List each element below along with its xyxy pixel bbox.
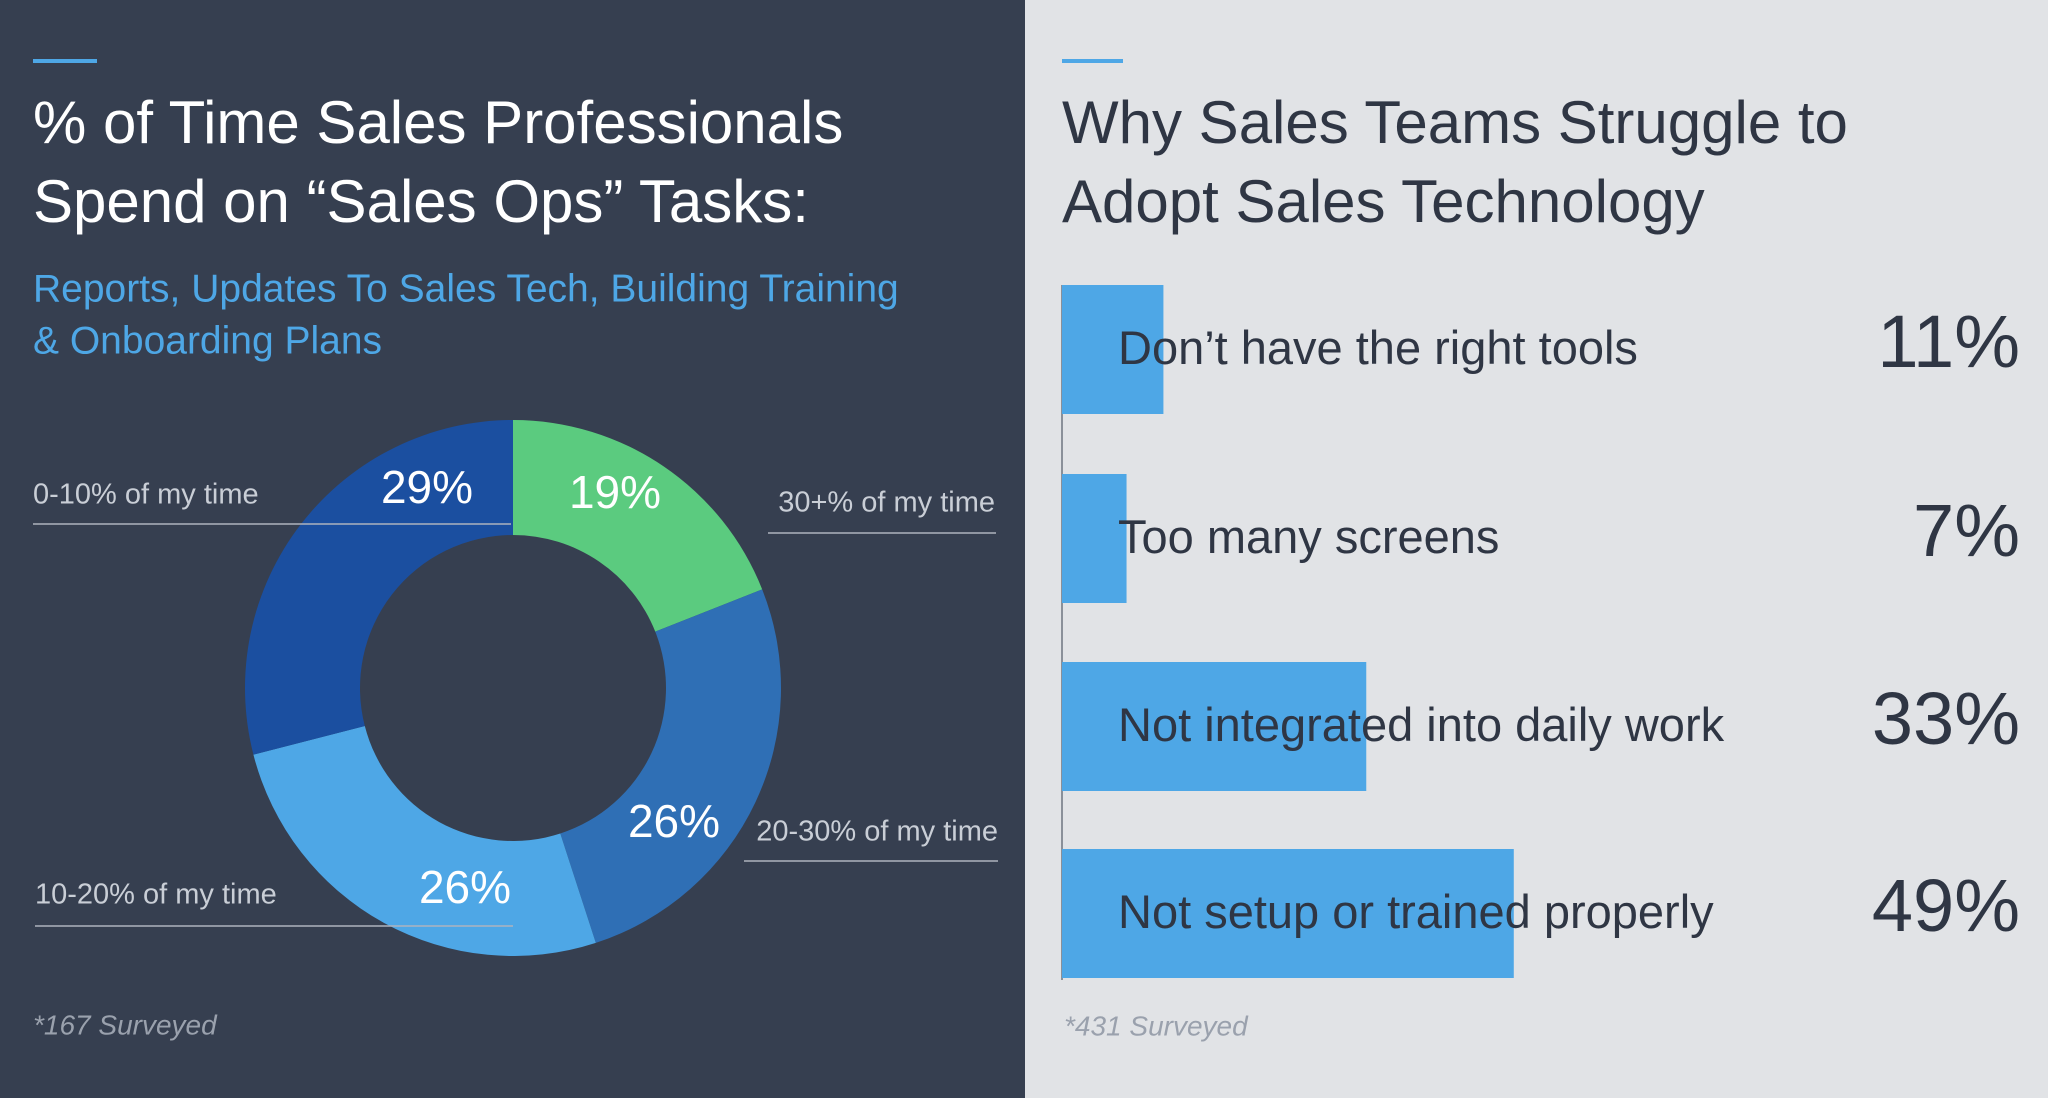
category-label: Not integrated into daily work [1118, 698, 1725, 751]
category-label: 30+% of my time [778, 487, 995, 519]
category-label: 20-30% of my time [756, 816, 998, 848]
donut-slice [560, 589, 781, 943]
chart-title: Adopt Sales Technology [1062, 168, 1705, 235]
survey-note: *431 Surveyed [1064, 1010, 1249, 1041]
value-label: 11% [1877, 300, 2020, 383]
category-label: Don’t have the right tools [1118, 321, 1638, 374]
survey-note: *167 Surveyed [33, 1009, 218, 1040]
bar [1062, 285, 1164, 414]
donut-slice [253, 726, 596, 956]
category-label: Not setup or trained properly [1118, 885, 1714, 938]
chart-subtitle: Reports, Updates To Sales Tech, Building… [33, 267, 899, 310]
value-label: 49% [1872, 864, 2020, 947]
value-label: 26% [628, 795, 720, 847]
chart-title: Spend on “Sales Ops” Tasks: [33, 168, 809, 235]
bar [1062, 474, 1127, 603]
bar [1062, 849, 1514, 978]
accent-line [33, 59, 97, 63]
chart-title: % of Time Sales Professionals [33, 89, 843, 156]
category-label: Too many screens [1118, 510, 1499, 563]
chart-subtitle: & Onboarding Plans [33, 319, 382, 362]
category-label: 10-20% of my time [35, 879, 277, 911]
value-label: 7% [1913, 489, 2020, 572]
value-label: 26% [419, 861, 511, 913]
chart-title: Why Sales Teams Struggle to [1062, 89, 1848, 156]
accent-line [1062, 59, 1123, 63]
donut-slice [513, 420, 763, 632]
value-label: 19% [569, 466, 661, 518]
value-label: 33% [1872, 677, 2020, 760]
donut-slice [245, 420, 514, 755]
category-label: 0-10% of my time [33, 479, 259, 511]
value-label: 29% [381, 461, 473, 513]
bar [1062, 662, 1367, 791]
